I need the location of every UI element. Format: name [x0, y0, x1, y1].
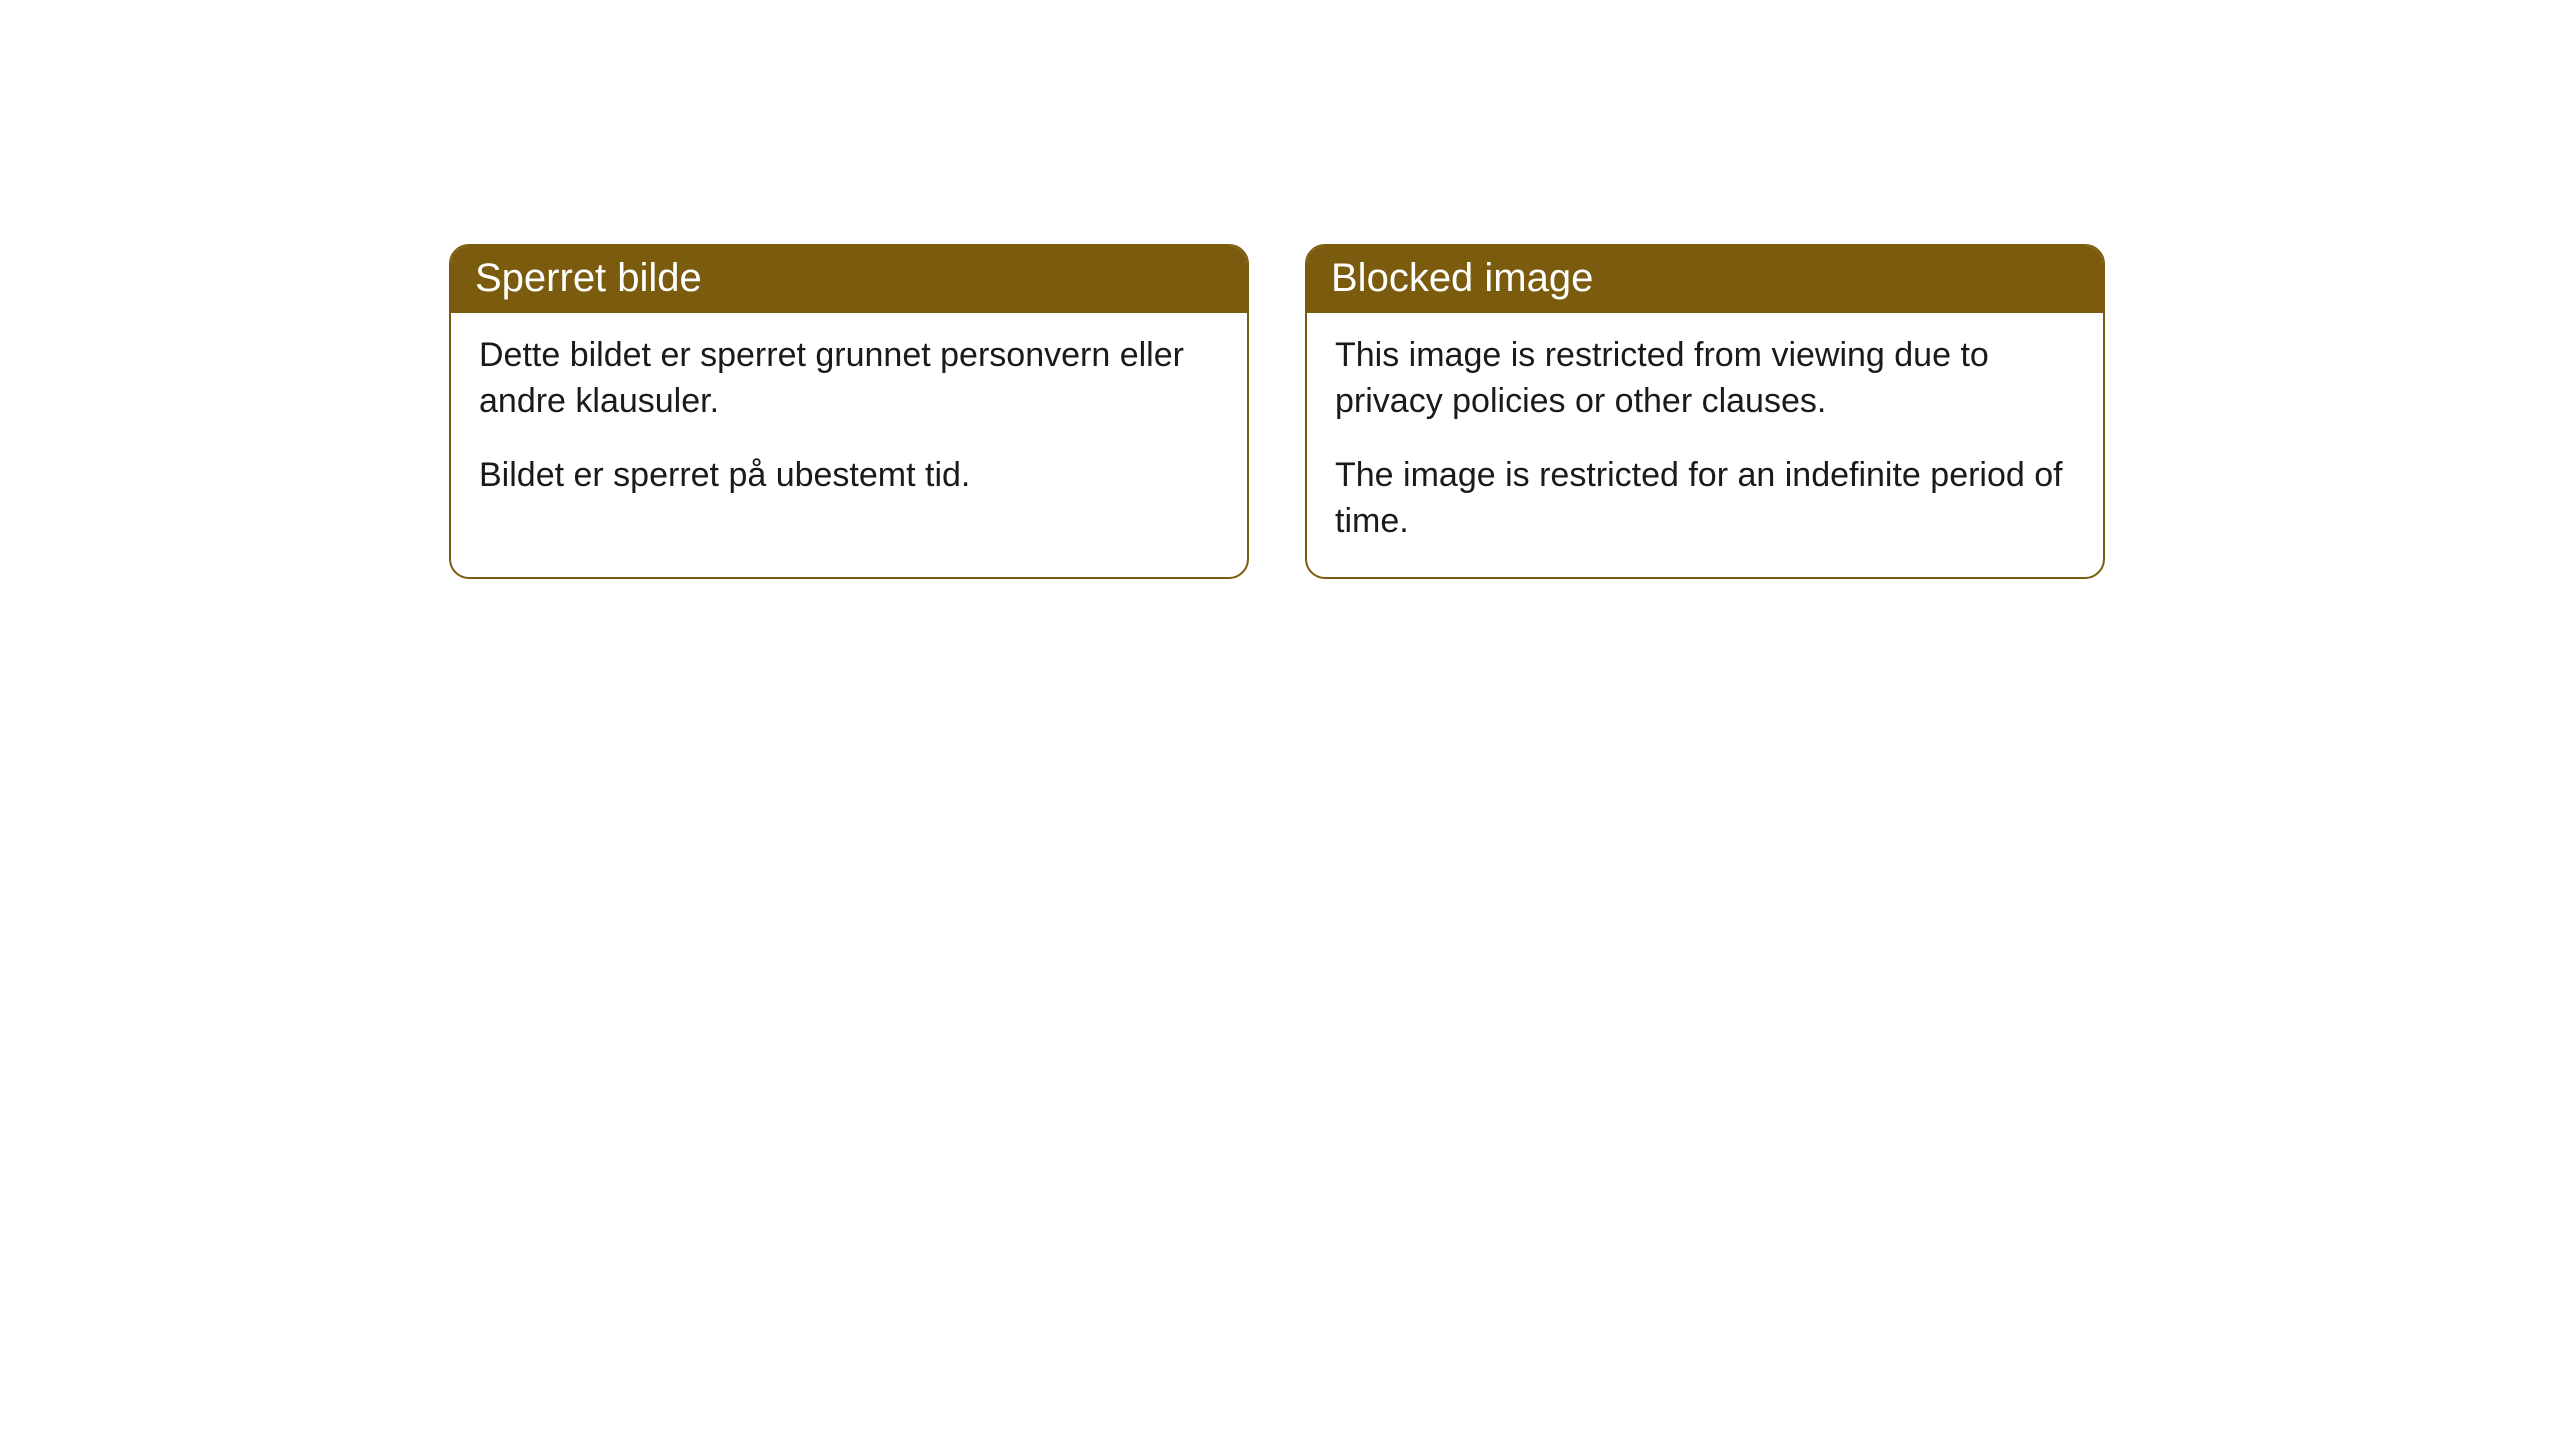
blocked-image-card-no: Sperret bilde Dette bildet er sperret gr…: [449, 244, 1249, 579]
blocked-image-card-en: Blocked image This image is restricted f…: [1305, 244, 2105, 579]
card-body-no: Dette bildet er sperret grunnet personve…: [451, 313, 1247, 531]
card-paragraph1-no: Dette bildet er sperret grunnet personve…: [479, 333, 1219, 425]
card-paragraph1-en: This image is restricted from viewing du…: [1335, 333, 2075, 425]
notice-container: Sperret bilde Dette bildet er sperret gr…: [0, 0, 2560, 579]
card-title-en: Blocked image: [1331, 256, 1593, 300]
card-body-en: This image is restricted from viewing du…: [1307, 313, 2103, 577]
card-header-no: Sperret bilde: [451, 246, 1247, 313]
card-header-en: Blocked image: [1307, 246, 2103, 313]
card-paragraph2-en: The image is restricted for an indefinit…: [1335, 453, 2075, 545]
card-paragraph2-no: Bildet er sperret på ubestemt tid.: [479, 453, 1219, 499]
card-title-no: Sperret bilde: [475, 256, 702, 300]
